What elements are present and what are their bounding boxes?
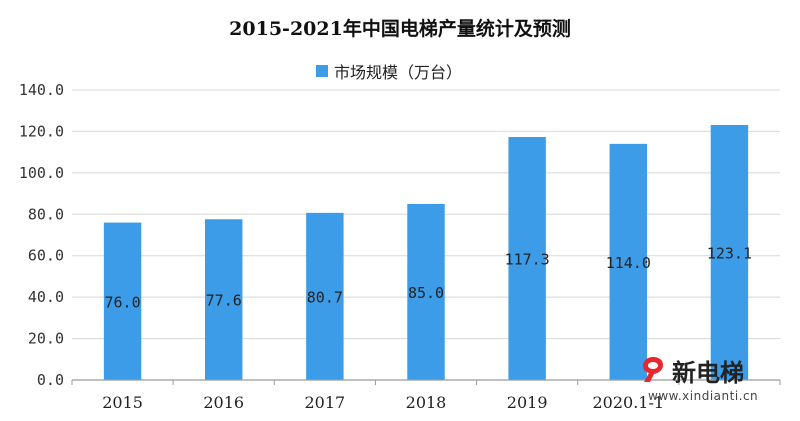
bar	[205, 219, 243, 380]
bars-layer	[103, 125, 749, 380]
y-tick-label: 80.0	[28, 205, 64, 223]
y-tick-label: 140.0	[19, 81, 64, 99]
data-label: 77.6	[206, 292, 242, 310]
x-tick-label: 2019	[507, 393, 548, 412]
x-tick-label: 2018	[406, 393, 447, 412]
x-tick-label: 2015	[102, 393, 143, 412]
xindianti-logo-icon	[643, 357, 663, 382]
bar	[407, 203, 445, 380]
x-tick-label: 2020.1-1	[592, 393, 664, 412]
data-label: 123.1	[707, 245, 752, 263]
legend: 市场规模（万台）	[316, 60, 462, 82]
y-tick-label: 100.0	[19, 164, 64, 182]
bar	[609, 143, 647, 380]
watermark-name: 新电梯	[672, 359, 744, 387]
watermark-url: www.xindianti.cn	[648, 389, 759, 403]
labels-layer: 76.0 77.6 80.7 85.0 117.3 114.0 123.1	[105, 245, 752, 312]
legend-swatch	[316, 65, 328, 77]
y-tick-label: 120.0	[19, 122, 64, 140]
y-tick-label: 0.0	[37, 371, 64, 389]
bar	[710, 125, 749, 380]
data-label: 117.3	[505, 251, 550, 269]
watermark: 新电梯 www.xindianti.cn	[638, 353, 788, 415]
data-label: 80.7	[307, 288, 343, 306]
bar	[306, 212, 344, 380]
y-tick-label: 40.0	[28, 288, 64, 306]
axes-layer: 0.0 20.0 40.0 60.0 80.0 100.0 120.0 140.0 2015 20…	[19, 81, 781, 412]
data-label: 114.0	[606, 254, 651, 272]
y-tick-label: 60.0	[28, 247, 64, 265]
x-tick-label: 2017	[304, 393, 345, 412]
bar	[103, 222, 142, 380]
chart-title: 2015-2021年中国电梯产量统计及预测	[229, 18, 571, 40]
y-tick-label: 20.0	[28, 330, 64, 348]
bar	[508, 137, 546, 380]
data-label: 76.0	[105, 293, 141, 311]
legend-label: 市场规模（万台）	[334, 63, 463, 82]
x-tick-label: 2016	[203, 393, 244, 412]
data-label: 85.0	[408, 284, 444, 302]
